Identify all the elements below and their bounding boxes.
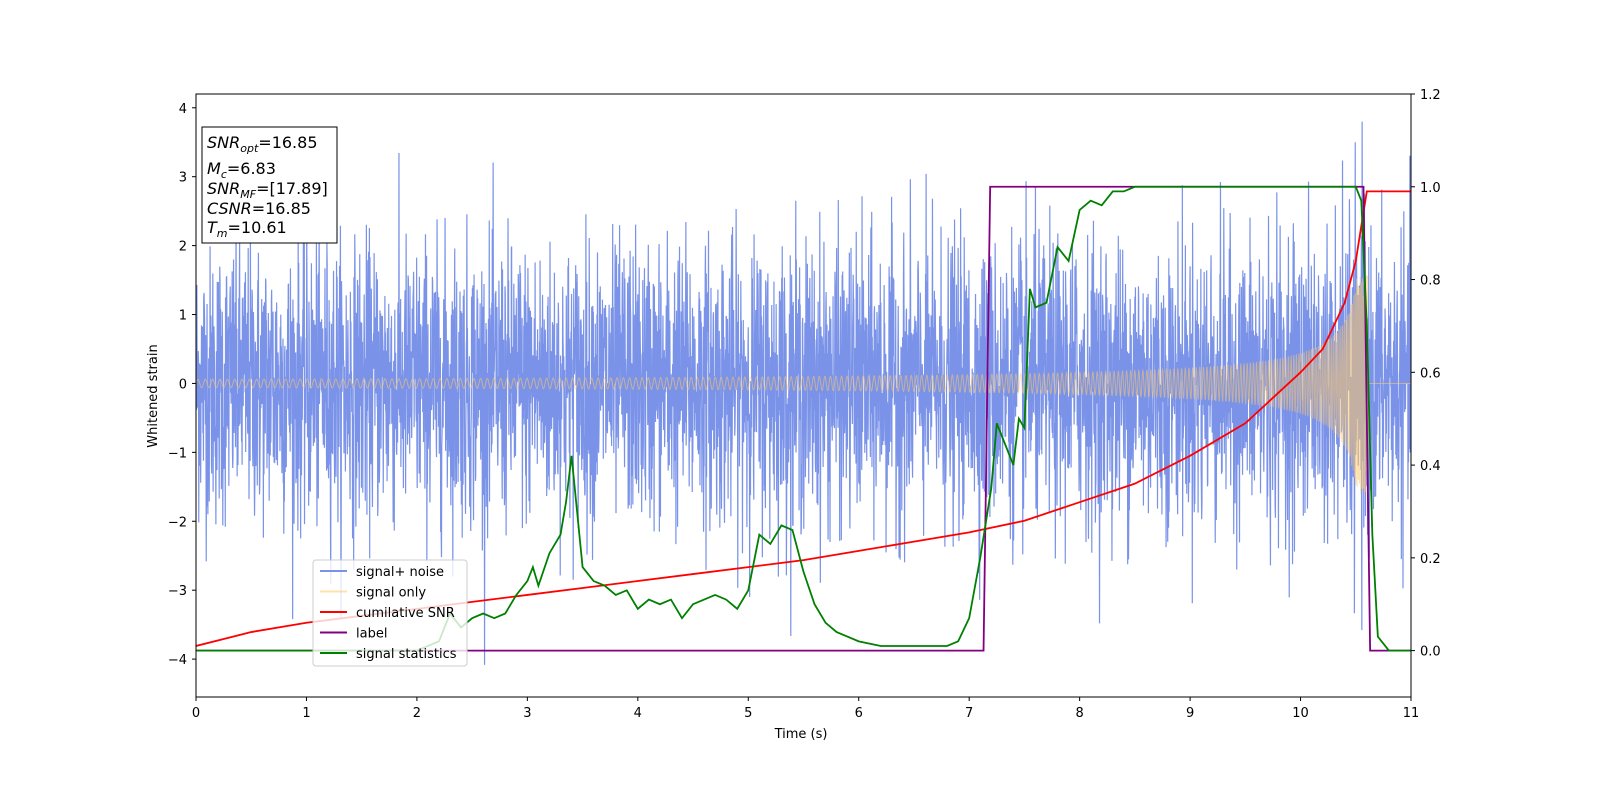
x-tick-label-10: 10 — [1292, 706, 1309, 721]
legend-label-3: label — [356, 627, 387, 642]
legend-label-0: signal+ noise — [356, 565, 444, 580]
y-left-tick-label-8: −4 — [168, 653, 187, 668]
legend-label-1: signal only — [356, 586, 426, 601]
y-right-tick-label-3: 0.6 — [1420, 366, 1441, 381]
y-left-tick-label-6: −2 — [168, 515, 187, 530]
annotation-merger-time: Tm=10.61 — [207, 218, 287, 240]
legend-label-2: cumilative SNR — [356, 606, 455, 621]
x-tick-label-7: 7 — [965, 706, 973, 721]
x-tick-label-4: 4 — [634, 706, 642, 721]
x-tick-label-5: 5 — [744, 706, 752, 721]
x-axis: 0 1 2 3 4 5 6 7 8 9 10 11 — [192, 697, 1419, 721]
y-left-tick-label-2: 2 — [179, 240, 187, 255]
x-tick-label-8: 8 — [1075, 706, 1083, 721]
x-tick-label-11: 11 — [1403, 706, 1420, 721]
y-right-tick-label-0: 1.2 — [1420, 88, 1441, 103]
x-tick-label-1: 1 — [302, 706, 310, 721]
x-tick-label-9: 9 — [1186, 706, 1194, 721]
y-left-tick-label-1: 3 — [179, 171, 187, 186]
y-right-tick-label-5: 0.2 — [1420, 552, 1441, 567]
annotation-chirp-mass: Mc=6.83 — [207, 159, 276, 181]
annotation-frame — [201, 126, 338, 244]
y-right-axis: 1.2 1.0 0.8 0.6 0.4 0.2 0.0 — [1411, 88, 1441, 660]
annotation-csnr: CSNR=16.85 — [207, 199, 311, 218]
x-tick-label-0: 0 — [192, 706, 200, 721]
plot-frame — [195, 93, 1412, 698]
legend-label-4: signal statistics — [356, 647, 457, 662]
x-tick-label-3: 3 — [523, 706, 531, 721]
annotation-box: SNRopt=16.85 Mc=6.83 SNRMF=[17.89] CSNR=… — [201, 126, 338, 244]
y-left-tick-label-4: 0 — [179, 377, 187, 392]
x-tick-label-2: 2 — [413, 706, 421, 721]
y-right-tick-label-2: 0.8 — [1420, 274, 1441, 289]
legend-frame — [312, 559, 468, 667]
y-left-tick-label-3: 1 — [179, 309, 187, 324]
y-left-tick-label-5: −1 — [168, 446, 187, 461]
y-axis-label: Whitened strain — [146, 344, 161, 447]
series-line-signal-statistics — [196, 185, 1411, 652]
legend: signal+ noise signal only cumilative SNR la… — [312, 559, 468, 667]
x-tick-label-6: 6 — [855, 706, 863, 721]
annotation-snr-opt: SNRopt=16.85 — [207, 133, 318, 155]
y-right-tick-label-4: 0.4 — [1420, 459, 1441, 474]
series-line-signal-only — [196, 273, 1411, 494]
y-right-tick-label-6: 0.0 — [1420, 645, 1441, 660]
y-left-tick-label-0: 4 — [179, 102, 187, 117]
y-left-tick-label-7: −3 — [168, 584, 187, 599]
x-axis-label: Time (s) — [774, 727, 828, 742]
y-right-tick-label-1: 1.0 — [1420, 181, 1441, 196]
annotation-snr-mf: SNRMF=[17.89] — [207, 179, 328, 201]
y-left-axis: 4 3 2 1 0 −1 −2 −3 −4 — [168, 102, 196, 668]
